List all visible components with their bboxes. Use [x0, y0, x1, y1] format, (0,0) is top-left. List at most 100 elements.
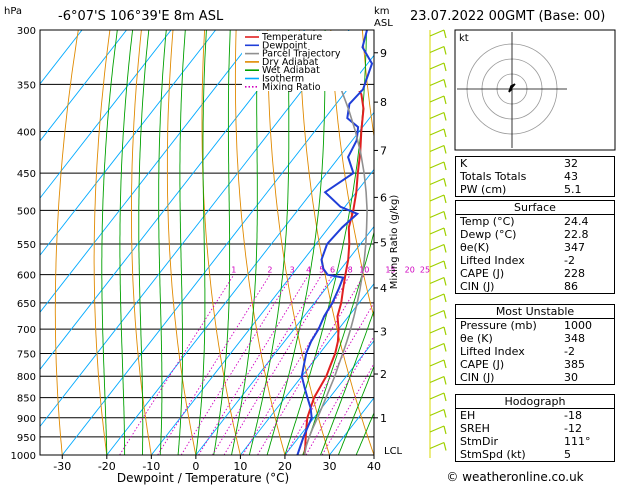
wind-barb: [429, 161, 445, 169]
legend-label: Parcel Trajectory: [262, 49, 341, 60]
pressure-tick-label: 500: [17, 206, 36, 217]
pressure-tick-label: 400: [17, 128, 36, 139]
wind-barb-flag: [443, 79, 447, 88]
wind-barb-flag: [443, 359, 447, 369]
wind-barb-flag: [443, 62, 447, 72]
wind-barb: [429, 408, 445, 417]
surface-row: CIN (J) 86: [460, 280, 578, 293]
surface-table: Surface Temp (°C) 24.4 Dewp (°C) 22.8 θe(K…: [455, 200, 615, 294]
mixing-ratio-label: 25: [420, 266, 430, 275]
wind-barb: [429, 95, 445, 103]
wet-adiabat-line: [195, 30, 207, 455]
wind-barb: [429, 111, 445, 120]
mu-row: Lifted Index -2: [460, 345, 575, 358]
km-tick-label: 1: [380, 412, 387, 425]
x-axis-title: Dewpoint / Temperature (°C): [117, 471, 289, 485]
wind-barb-flag: [443, 227, 447, 237]
hodo-row: EH -18: [460, 409, 582, 422]
isotherm-line: [284, 340, 374, 455]
wind-barb: [429, 62, 445, 70]
dry-adiabat-line: [330, 30, 374, 320]
mixing-ratio-label: 2: [267, 266, 272, 275]
hodograph-table: Hodograph EH -18 SREH -12 StmDir 111° StmSp…: [455, 394, 615, 462]
wind-barb-flag: [443, 95, 447, 105]
legend-label: Dewpoint: [262, 40, 307, 51]
wind-barb-flag: [443, 211, 447, 220]
km-label: km: [374, 6, 390, 17]
x-tick-label: 0: [192, 460, 199, 473]
pressure-tick-label: 1000: [11, 451, 36, 462]
isotherm-line: [61, 54, 374, 455]
dewpoint-line: [296, 30, 374, 455]
surface-row: Lifted Index -2: [460, 254, 575, 267]
km-tick-label: 3: [380, 326, 387, 339]
mixing-ratio-label: 8: [348, 266, 353, 275]
skewt-background-lines: [40, 30, 629, 455]
dry-adiabat-line: [615, 30, 629, 455]
wind-barb-flag: [443, 260, 447, 270]
wind-barbs: [429, 29, 447, 458]
pressure-tick-label: 450: [17, 169, 36, 180]
mixing-ratio-line: [257, 274, 365, 455]
hodograph-trace: [508, 83, 516, 93]
mu-row: CAPE (J) 385: [460, 358, 585, 371]
legend-label: Isotherm: [262, 74, 304, 85]
wind-barb-flag: [443, 29, 447, 39]
mixing-ratio-label: 10: [359, 266, 369, 275]
wind-barb-flag: [443, 442, 447, 451]
hodo-row: StmSpd (kt) 5: [460, 448, 571, 461]
mixing-ratio-label: 4: [306, 266, 311, 275]
pressure-tick-label: 650: [17, 299, 36, 310]
mixing-ratio-axis-title: Mixing Ratio (g/kg): [389, 195, 400, 290]
legend-label: Wet Adiabat: [262, 65, 320, 76]
wind-barb-flag: [443, 425, 447, 435]
pressure-tick-label: 850: [17, 394, 36, 405]
wind-barb-flag: [443, 376, 447, 385]
wind-barb-flag: [443, 194, 447, 204]
mixing-ratio-line: [119, 274, 235, 455]
most-unstable-title: Most Unstable: [456, 305, 614, 319]
surface-row: θe(K) 347: [460, 241, 585, 254]
wind-barb: [429, 392, 445, 400]
lcl-label: LCL: [384, 446, 403, 457]
km-tick-label: 2: [380, 368, 387, 381]
x-tick-label: 10: [233, 460, 247, 473]
wind-barb-flag: [443, 409, 447, 418]
indices-table: K 32 Totals Totals 43 PW (cm) 5.1: [455, 156, 615, 197]
mixing-ratio-label: 3: [290, 266, 295, 275]
x-tick-label: 40: [367, 460, 381, 473]
km-tick-label: 5: [380, 237, 387, 250]
x-tick-label: -20: [98, 460, 116, 473]
hodograph-frame: [454, 29, 616, 151]
wind-barb-flag: [443, 46, 447, 55]
wind-barb-flag: [443, 277, 447, 286]
mixing-ratio-label: 1: [231, 266, 236, 275]
wind-barb-flag: [443, 343, 447, 352]
km-tick-label: 9: [380, 47, 387, 60]
location-title: -6°07'S 106°39'E 8m ASL: [58, 9, 224, 24]
wind-barb: [429, 276, 445, 285]
dry-adiabat-line: [267, 30, 330, 455]
isotherm-line: [40, 30, 172, 199]
x-tick-label: 20: [278, 460, 292, 473]
wet-adiabat-line: [320, 309, 374, 455]
isotherm-line: [240, 282, 374, 455]
mixing-ratio-line: [223, 274, 333, 455]
pressure-tick-label: 750: [17, 349, 36, 360]
index-row: Totals Totals 43: [460, 170, 578, 183]
wind-barb: [429, 441, 445, 450]
mixing-ratio-line: [198, 274, 309, 455]
dry-adiabat-line: [201, 30, 241, 455]
isotherm-line: [40, 30, 216, 256]
km-tick-label: 7: [380, 144, 387, 157]
wind-barb: [429, 243, 445, 252]
legend-box: [242, 31, 360, 91]
wind-barb-flag: [443, 161, 447, 171]
mixing-ratio-line: [180, 274, 293, 455]
isotherm-line: [150, 168, 374, 455]
km-tick-label: 8: [380, 96, 387, 109]
pressure-tick-label: 700: [17, 325, 36, 336]
skewt-series: [296, 30, 374, 455]
pressure-tick-label: 300: [17, 26, 36, 37]
